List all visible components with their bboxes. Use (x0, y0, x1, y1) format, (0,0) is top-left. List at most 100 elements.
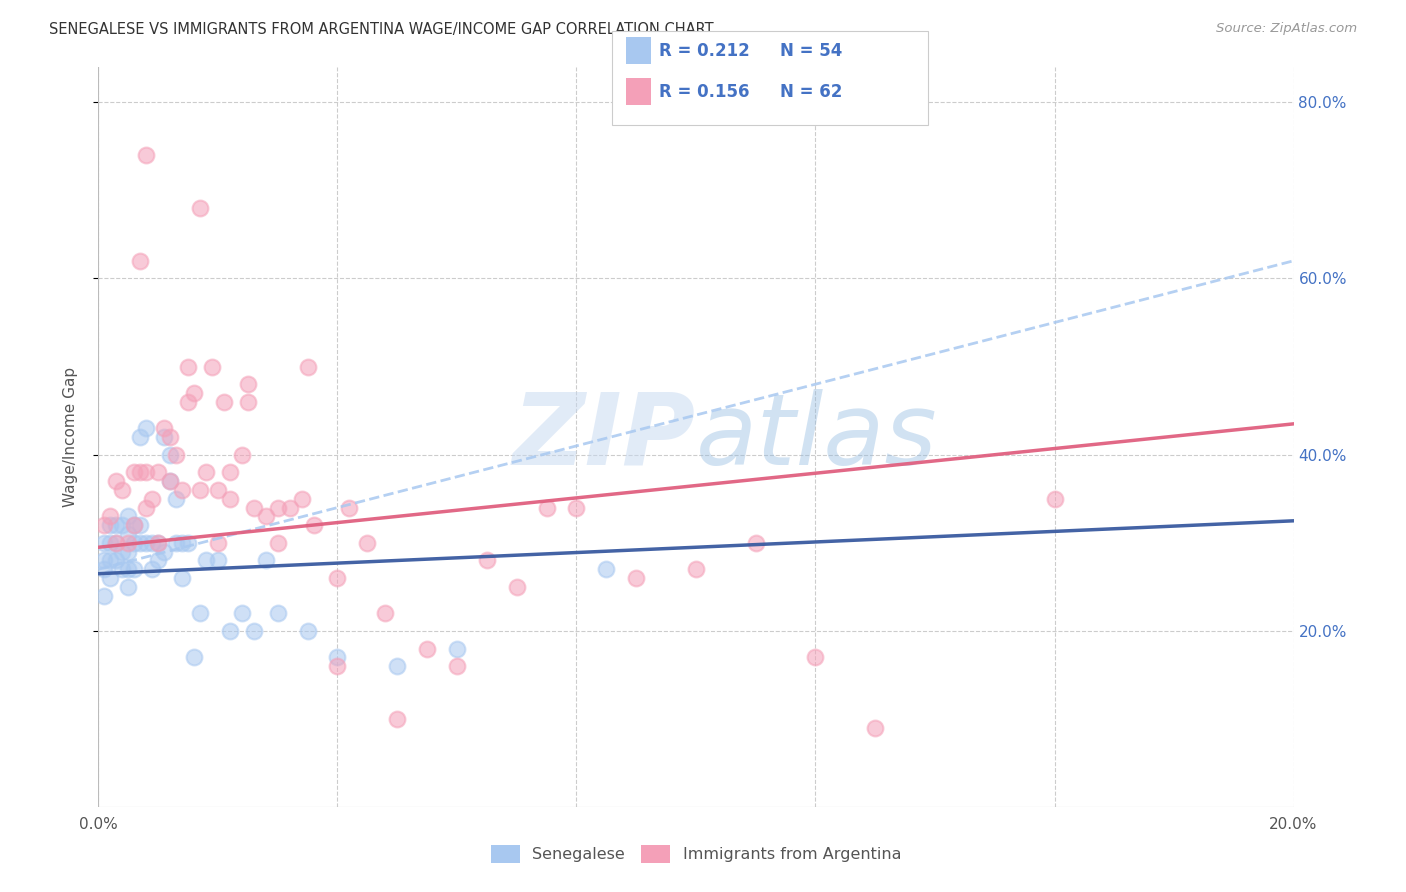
Point (267, 607, 290, 621)
Point (159, 430, 181, 444)
Point (745, 536, 768, 550)
Point (374, 607, 396, 621)
Point (326, 650, 349, 665)
Point (135, 148, 157, 162)
Point (243, 500, 266, 515)
Point (135, 500, 157, 515)
Point (207, 553, 229, 567)
Point (475, 553, 498, 567)
Point (117, 536, 139, 550)
Point (385, 712, 409, 726)
Point (129, 430, 152, 444)
Point (231, 448, 253, 462)
Point (177, 394, 200, 409)
Point (565, 500, 588, 515)
Point (105, 553, 128, 567)
Point (326, 571, 349, 585)
Point (183, 650, 205, 665)
Point (326, 659, 349, 673)
Y-axis label: Wage/Income Gap: Wage/Income Gap (63, 367, 77, 508)
Point (93, 518, 115, 533)
Point (124, 518, 146, 533)
Text: SENEGALESE VS IMMIGRANTS FROM ARGENTINA WAGE/INCOME GAP CORRELATION CHART: SENEGALESE VS IMMIGRANTS FROM ARGENTINA … (49, 22, 714, 37)
Point (165, 491, 187, 506)
Text: atlas: atlas (696, 389, 938, 485)
Point (105, 536, 128, 550)
Point (117, 580, 139, 594)
Point (195, 553, 218, 567)
Text: R = 0.212: R = 0.212 (659, 42, 751, 60)
Point (356, 536, 378, 550)
Point (243, 624, 266, 638)
Point (446, 641, 468, 656)
Point (141, 562, 163, 576)
Point (98, 571, 122, 585)
Point (153, 421, 176, 435)
Point (188, 201, 211, 215)
Point (595, 562, 617, 576)
Point (141, 491, 163, 506)
Point (148, 536, 170, 550)
Point (98, 553, 122, 567)
Point (165, 536, 187, 550)
Point (124, 518, 146, 533)
Point (98, 536, 122, 550)
Text: R = 0.156: R = 0.156 (659, 83, 749, 101)
Point (219, 491, 242, 506)
Point (291, 491, 314, 506)
Point (105, 536, 128, 550)
Point (129, 466, 152, 480)
Point (626, 571, 648, 585)
Point (446, 659, 468, 673)
Point (207, 483, 229, 497)
Point (141, 536, 163, 550)
Point (297, 624, 319, 638)
Point (207, 536, 229, 550)
Point (254, 509, 277, 524)
Point (135, 536, 157, 550)
Point (302, 518, 325, 533)
Point (148, 536, 170, 550)
Point (148, 553, 170, 567)
Point (236, 377, 259, 392)
Point (93, 589, 115, 603)
Point (159, 474, 181, 488)
Point (506, 580, 529, 594)
Point (124, 536, 146, 550)
Point (188, 607, 211, 621)
Point (159, 474, 181, 488)
Point (93, 553, 115, 567)
Text: Source: ZipAtlas.com: Source: ZipAtlas.com (1216, 22, 1357, 36)
Point (231, 607, 253, 621)
Point (177, 536, 200, 550)
Point (297, 359, 319, 374)
Point (165, 448, 187, 462)
Point (385, 659, 409, 673)
Point (201, 359, 224, 374)
Point (865, 721, 887, 735)
Point (93, 562, 115, 576)
Text: N = 54: N = 54 (780, 42, 842, 60)
Point (536, 500, 558, 515)
Point (188, 483, 211, 497)
Point (1043, 491, 1066, 506)
Point (129, 518, 152, 533)
Point (117, 562, 139, 576)
Point (195, 466, 218, 480)
Legend: Senegalese, Immigrants from Argentina: Senegalese, Immigrants from Argentina (485, 838, 907, 870)
Point (685, 562, 707, 576)
Point (212, 394, 235, 409)
Point (159, 448, 181, 462)
Text: ZIP: ZIP (513, 389, 696, 485)
Point (105, 474, 128, 488)
Point (804, 650, 827, 665)
Point (172, 536, 194, 550)
Point (129, 253, 152, 268)
Point (219, 624, 242, 638)
Point (177, 359, 200, 374)
Point (135, 421, 157, 435)
Point (117, 527, 139, 541)
Point (267, 500, 290, 515)
Point (93, 536, 115, 550)
Point (236, 394, 259, 409)
